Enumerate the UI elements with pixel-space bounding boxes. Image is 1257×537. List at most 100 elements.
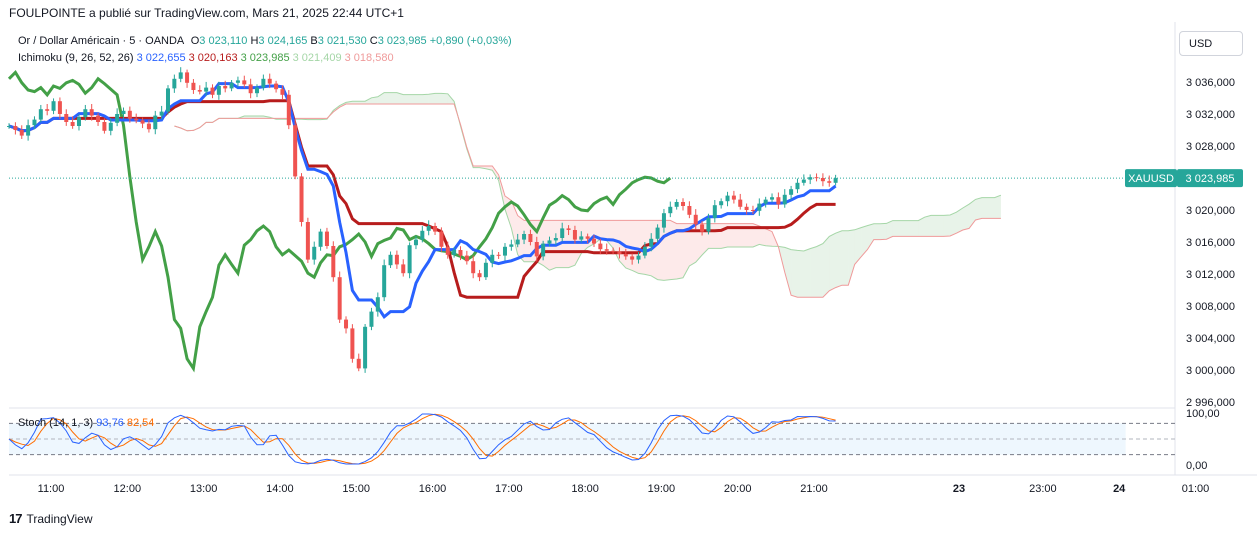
candle-body (490, 254, 495, 263)
tradingview-brand: TradingView (26, 511, 93, 526)
candle-body (642, 246, 647, 256)
candle-body (26, 125, 31, 136)
candle-body (585, 236, 590, 239)
cloud-segment (905, 220, 912, 237)
price-tick-label: 3 036,000 (1186, 77, 1235, 89)
time-tick-label: 24 (1113, 483, 1126, 495)
cloud-segment (752, 223, 760, 247)
time-tick-label: 11:00 (38, 483, 65, 495)
cloud-segment (854, 227, 862, 265)
price-tick-label: 2 996,000 (1186, 397, 1235, 409)
symbol-legend: Or / Dollar Américain · 5 · OANDA O3 023… (18, 35, 512, 47)
stoch-d-value: 82,54 (126, 417, 155, 429)
cloud-segment (746, 223, 753, 247)
time-tick-label: 14:00 (266, 483, 294, 495)
candle-body (178, 72, 183, 79)
candle-body (744, 206, 749, 210)
stoch-label[interactable]: Stoch (14, 1, 3) (18, 417, 94, 429)
cloud-segment (924, 215, 931, 237)
candle-body (776, 197, 781, 205)
tradingview-footer: 17 TradingView (9, 511, 93, 526)
candle-body (115, 114, 120, 123)
cloud-segment (415, 94, 423, 104)
candle-body (248, 84, 253, 94)
candle-body (592, 238, 597, 244)
candle-body (32, 119, 37, 126)
candle-body (242, 80, 247, 85)
candle-body (305, 222, 310, 260)
time-tick-label: 01:00 (1182, 483, 1210, 495)
candle-body (255, 87, 260, 94)
price-tick-label: 3 000,000 (1186, 365, 1235, 377)
candle-body (159, 111, 164, 116)
time-tick-label: 16:00 (419, 483, 447, 495)
last-price-label: 3 023,985 (1186, 173, 1235, 185)
candle-body (204, 87, 209, 92)
cloud-segment (791, 249, 798, 298)
candle-body (318, 231, 323, 247)
candle-body (681, 202, 686, 206)
candle-body (401, 264, 406, 274)
candle-body (51, 101, 56, 111)
close-value: 3 023,985 (377, 35, 427, 47)
candle-body (210, 87, 215, 95)
cloud-segment (714, 223, 722, 249)
cloud-segment (835, 230, 842, 288)
cloud-segment (867, 223, 874, 250)
candle-body (426, 226, 431, 231)
cloud-segment (886, 220, 893, 240)
stoch-legend: Stoch (14, 1, 3) 93,76 82,54 (18, 417, 154, 429)
candle-body (655, 227, 660, 239)
ichimoku-chikou (7, 69, 672, 373)
cloud-segment (562, 220, 569, 268)
candle-body (388, 254, 393, 266)
candle-body (280, 89, 285, 95)
candle-body (216, 86, 221, 95)
candle-body (267, 78, 272, 84)
time-tick-label: 13:00 (190, 483, 218, 495)
candle-body (165, 88, 170, 112)
candle-body (331, 246, 336, 278)
candle-body (502, 246, 507, 256)
candle-body (76, 117, 81, 126)
candle-body (541, 243, 546, 257)
close-label: C (369, 35, 378, 47)
candle-body (299, 176, 304, 222)
cloud-segment (988, 197, 995, 219)
candle-body (223, 86, 228, 89)
cloud-segment (911, 220, 919, 237)
candle-body (623, 254, 628, 257)
candle-body (197, 90, 202, 92)
candle-body (140, 120, 145, 124)
candle-body (108, 122, 113, 131)
cloud-segment (390, 92, 397, 104)
stoch-tick-label: 100,00 (1186, 408, 1220, 420)
price-tick-label: 3 008,000 (1186, 301, 1235, 313)
candle-body (560, 228, 565, 238)
candle-body (369, 311, 374, 327)
candle-body (350, 328, 355, 359)
candle-body (89, 109, 94, 116)
currency-button[interactable]: USD (1179, 31, 1243, 56)
cloud-segment (352, 101, 359, 104)
ticker-badge (1125, 169, 1177, 188)
symbol-name[interactable]: Or / Dollar Américain · 5 · OANDA (18, 35, 184, 47)
candle-body (636, 255, 641, 260)
candle-body (668, 206, 673, 214)
cloud-segment (695, 223, 703, 263)
candle-body (57, 101, 62, 114)
cloud-segment (740, 223, 747, 247)
candle-body (566, 228, 571, 230)
candle-body (293, 125, 298, 177)
candle-body (70, 122, 75, 126)
ichimoku-legend: Ichimoku (9, 26, 52, 26) 3 022,655 3 020… (18, 52, 394, 64)
candle-body (617, 251, 622, 254)
candle-body (579, 236, 584, 240)
candle-body (229, 82, 234, 89)
candle-body (763, 199, 768, 204)
candle-body (121, 110, 126, 114)
cloud-segment (492, 166, 499, 181)
cloud-segment (581, 220, 588, 254)
ichimoku-label[interactable]: Ichimoku (9, 26, 52, 26) (18, 52, 134, 64)
